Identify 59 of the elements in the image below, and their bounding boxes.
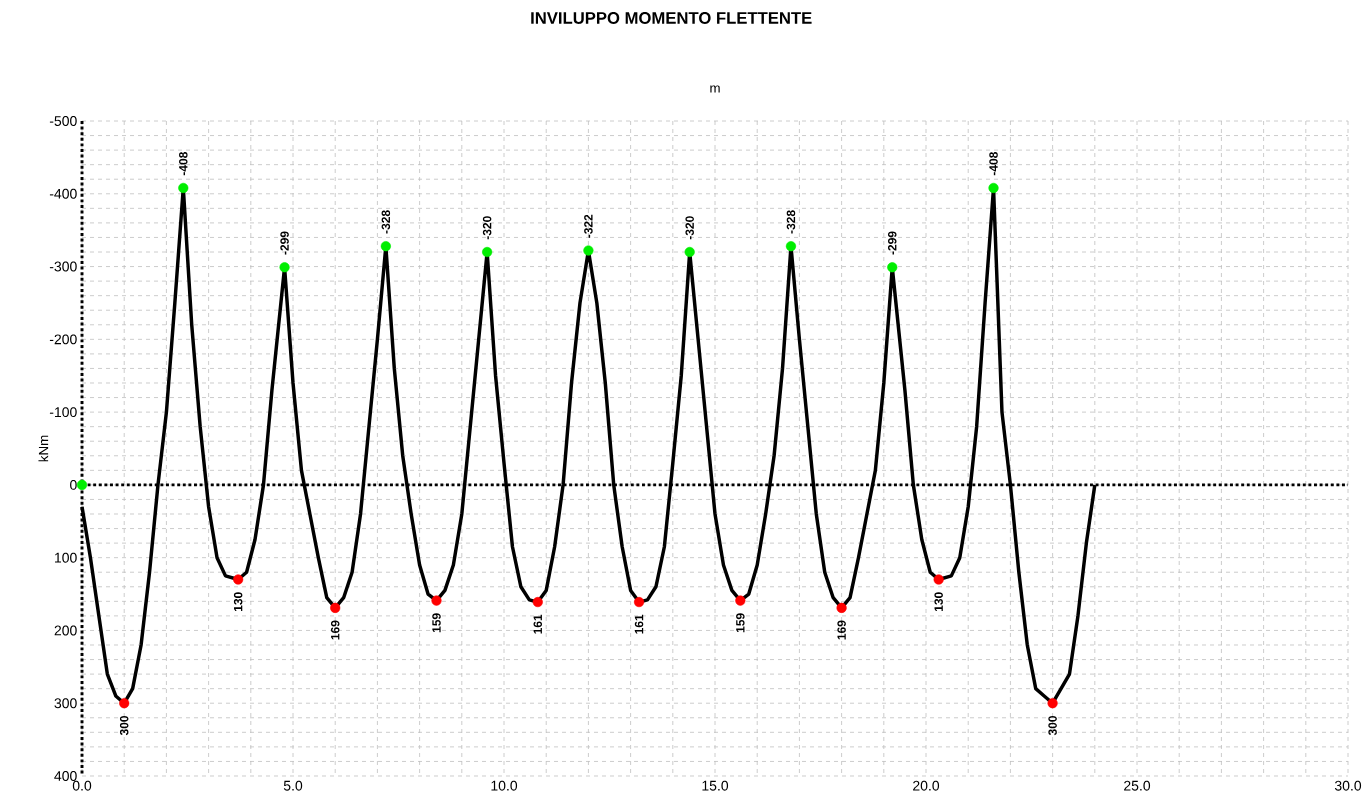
point <box>532 596 543 608</box>
data-label: 169 <box>837 620 846 640</box>
y-tick-label: -300 <box>49 261 77 272</box>
y-axis-title: kNm <box>38 435 49 462</box>
data-label: 159 <box>736 613 745 633</box>
y-tick-label: 200 <box>54 625 77 636</box>
point <box>583 245 594 256</box>
data-label: 300 <box>119 715 129 736</box>
x-tick-label: 15.0 <box>702 780 729 791</box>
point <box>233 574 244 585</box>
x-tick-label: 5.0 <box>283 780 303 791</box>
point <box>836 602 847 613</box>
data-label: 130 <box>934 592 943 612</box>
y-tick-label: -200 <box>49 334 77 345</box>
point <box>380 241 391 252</box>
data-label: -320 <box>482 216 492 240</box>
data-label: 300 <box>1048 715 1057 736</box>
data-label: 169 <box>330 620 340 640</box>
x-tick-label: 30.0 <box>1334 780 1362 791</box>
data-label: 159 <box>432 613 441 633</box>
data-label: -408 <box>989 152 998 176</box>
point <box>76 479 88 490</box>
data-label: -299 <box>280 231 289 255</box>
data-label: -322 <box>584 214 593 238</box>
data-label: 161 <box>634 614 644 634</box>
data-label: 130 <box>233 592 243 612</box>
x-tick-label: 10.0 <box>491 780 518 791</box>
y-tick-label: 400 <box>54 771 77 781</box>
data-label: -408 <box>179 152 188 176</box>
data-label: 161 <box>533 614 543 634</box>
chart-title: INVILUPPO MOMENTO FLETTENTE <box>531 12 812 24</box>
data-label: -320 <box>685 216 694 240</box>
point <box>279 262 290 273</box>
x-tick-label: 0.0 <box>72 780 92 791</box>
y-tick-label: 300 <box>54 698 77 709</box>
point <box>119 698 130 709</box>
y-tick-label: 100 <box>55 552 77 563</box>
point <box>330 602 341 613</box>
point <box>482 246 493 258</box>
point <box>431 595 442 606</box>
point <box>633 596 645 608</box>
point <box>785 241 797 252</box>
data-label: -328 <box>381 210 391 234</box>
point <box>887 262 898 273</box>
data-label: -328 <box>786 210 796 234</box>
y-tick-label: -100 <box>49 407 77 418</box>
point <box>178 182 189 194</box>
x-tick-label: 20.0 <box>913 780 940 791</box>
y-tick-label: -400 <box>49 188 77 199</box>
x-tick-label: 25.0 <box>1124 780 1151 791</box>
data-label: -299 <box>888 231 897 255</box>
y-tick-label: 0 <box>70 479 77 490</box>
point <box>1047 698 1058 709</box>
point <box>684 246 695 258</box>
point <box>735 595 746 606</box>
y-tick-label: -500 <box>49 116 77 126</box>
point <box>933 574 944 585</box>
point <box>988 182 999 194</box>
x-axis-title: m <box>710 85 720 93</box>
